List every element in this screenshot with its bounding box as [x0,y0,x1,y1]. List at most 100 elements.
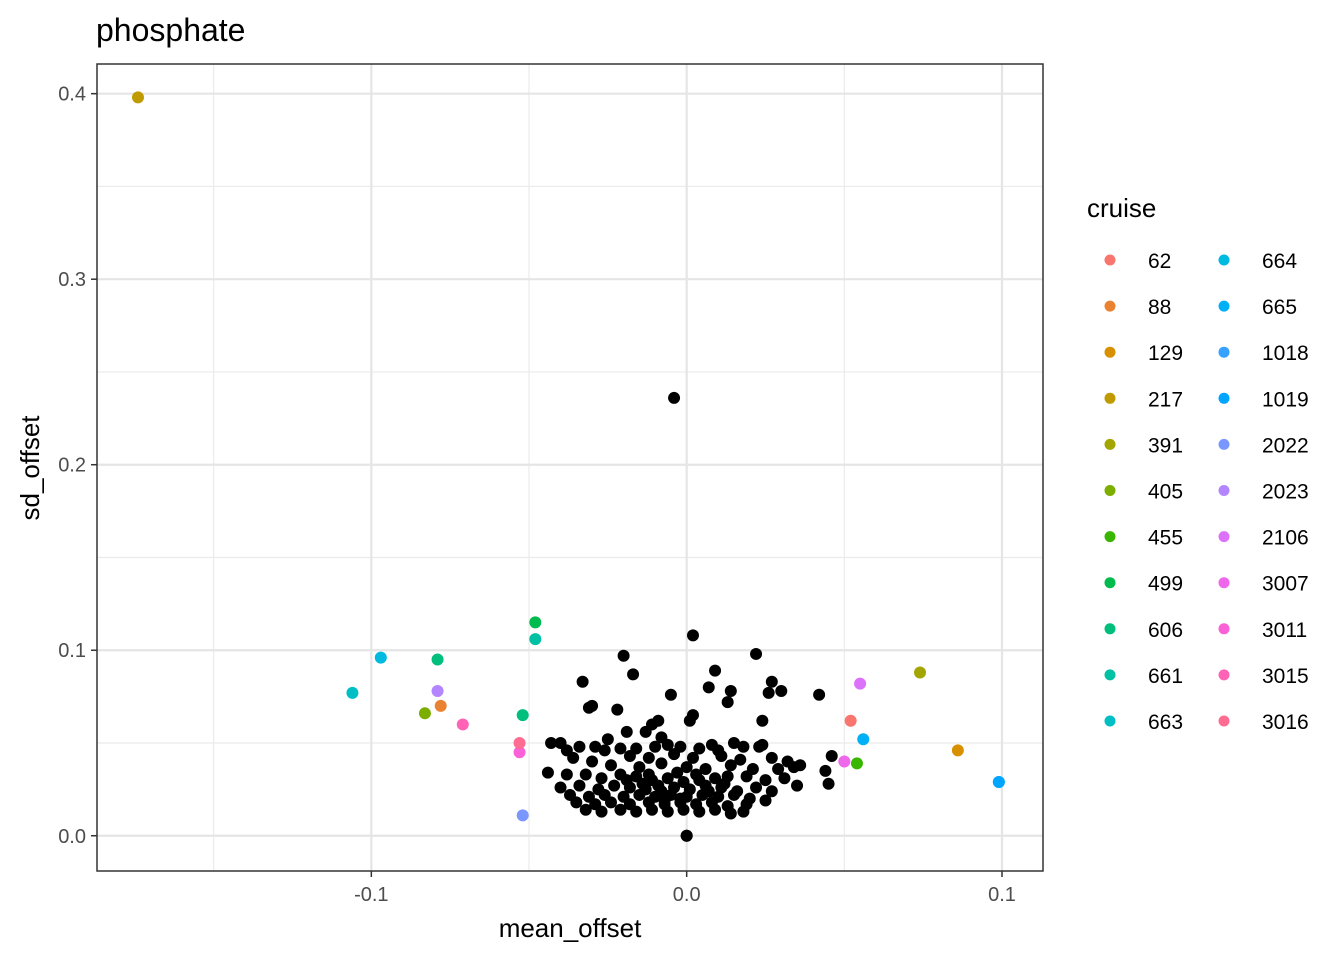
point-ungrouped [582,701,595,714]
point-ungrouped [655,785,668,798]
x-tick-label: -0.1 [354,884,388,906]
point-ungrouped [709,772,722,785]
point-ungrouped [598,744,611,757]
point-ungrouped [740,770,753,783]
x-tick-label: 0.1 [988,884,1016,906]
legend-label-129: 129 [1148,342,1183,365]
legend-key-217 [1104,392,1116,404]
point-ungrouped [693,805,706,818]
point-ungrouped [759,794,772,807]
y-axis-title: sd_offset [15,415,45,521]
point-cruise-606 [516,709,529,722]
point-cruise-661 [529,633,542,646]
point-ungrouped [579,768,592,781]
legend-title: cruise [1087,193,1156,223]
point-cruise-663 [346,686,359,699]
point-ungrouped [674,792,687,805]
legend-key-3016 [1218,715,1230,727]
point-ungrouped [545,736,558,749]
legend-label-606: 606 [1148,619,1183,642]
legend-key-3015 [1218,669,1230,681]
legend-key-3007 [1218,577,1230,589]
point-ungrouped [709,664,722,677]
legend-label-1018: 1018 [1262,342,1309,365]
minor-gridlines [97,64,1043,871]
point-ungrouped [791,779,804,792]
point-ungrouped [734,753,747,766]
legend-label-499: 499 [1148,573,1183,596]
point-ungrouped [633,788,646,801]
point-ungrouped [576,675,589,688]
point-ungrouped [721,696,734,709]
legend-label-663: 663 [1148,711,1183,734]
point-cruise-3011 [513,746,526,759]
point-ungrouped [579,803,592,816]
point-ungrouped [614,803,627,816]
point-cruise-391 [914,666,927,679]
point-ungrouped [765,751,778,764]
point-ungrouped [715,749,728,762]
point-ungrouped [636,777,649,790]
point-ungrouped [649,740,662,753]
point-ungrouped [756,738,769,751]
legend-key-664 [1218,254,1230,266]
point-ungrouped [718,777,731,790]
point-ungrouped [787,761,800,774]
point-ungrouped [724,685,737,698]
point-ungrouped [702,785,715,798]
point-cruise-2023 [431,685,444,698]
y-tick-label: 0.2 [58,455,86,477]
point-cruise-606 [431,653,444,666]
point-ungrouped [750,647,763,660]
point-cruise-499 [529,616,542,629]
point-ungrouped [765,675,778,688]
legend-label-2106: 2106 [1262,527,1309,550]
point-ungrouped [567,751,580,764]
legend-key-1018 [1218,346,1230,358]
x-axis: -0.1 0.0 0.1 [354,871,1016,906]
x-tick-label: 0.0 [673,884,701,906]
point-ungrouped [668,391,681,404]
legend-label-3016: 3016 [1262,711,1309,734]
point-ungrouped [750,781,763,794]
point-ungrouped [611,703,624,716]
legend-key-62 [1104,254,1116,266]
point-ungrouped [813,688,826,701]
major-gridlines [97,64,1043,871]
legend-label-664: 664 [1262,250,1297,273]
point-ungrouped [661,738,674,751]
point-ungrouped [668,748,681,761]
legend-label-2023: 2023 [1262,481,1309,504]
point-ungrouped [573,740,586,753]
point-ungrouped [762,686,775,699]
legend-key-88 [1104,300,1116,312]
legend-label-405: 405 [1148,481,1183,504]
point-ungrouped [645,803,658,816]
x-axis-title: mean_offset [499,913,642,943]
point-ungrouped [727,788,740,801]
point-ungrouped [661,805,674,818]
point-ungrouped [630,805,643,818]
point-ungrouped [775,685,788,698]
legend-key-1019 [1218,392,1230,404]
legend-key-661 [1104,669,1116,681]
point-cruise-3007 [838,755,851,768]
y-tick-label: 0.4 [58,84,86,106]
legend-key-405 [1104,485,1116,496]
legend-key-499 [1104,577,1116,589]
point-cruise-1019 [992,775,1005,788]
chart-title: phosphate [96,12,245,48]
point-ungrouped [617,649,630,662]
legend-key-3011 [1218,623,1230,635]
point-ungrouped [737,740,750,753]
data-points [131,91,1005,842]
point-ungrouped [620,774,633,787]
point-cruise-455 [850,757,863,770]
y-axis: 0.0 0.1 0.2 0.3 0.4 [58,84,97,848]
point-ungrouped [627,668,640,681]
point-cruise-405 [418,707,431,720]
legend-label-1019: 1019 [1262,388,1309,411]
legend: cruise 62 88 129 217 391 405 455 499 606 661 663 66… [1087,193,1309,734]
point-ungrouped [819,764,832,777]
